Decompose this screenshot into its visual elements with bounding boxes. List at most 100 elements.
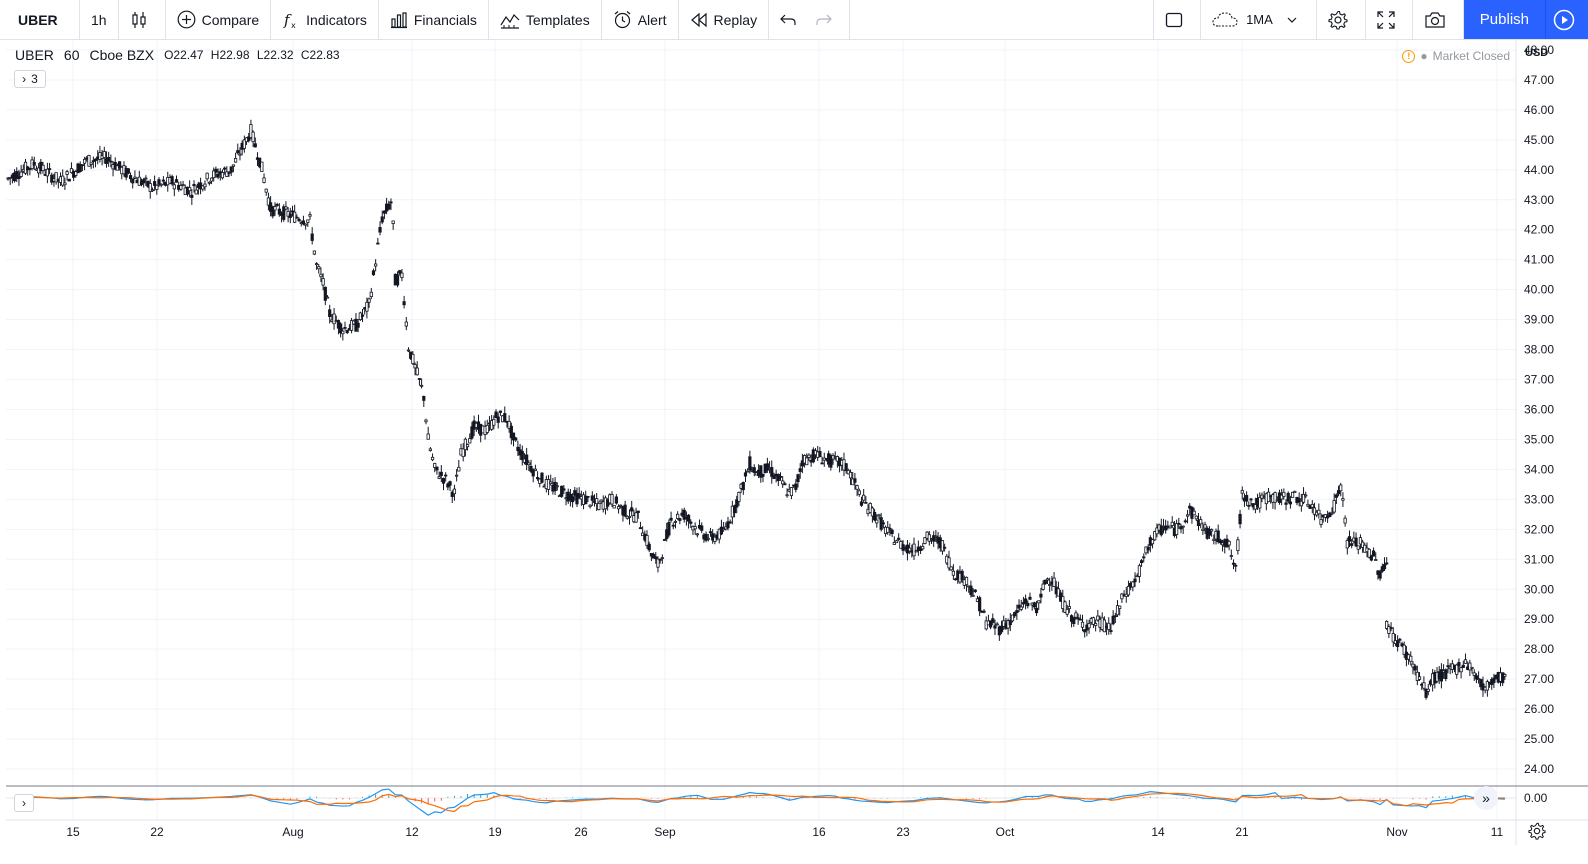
candle-body bbox=[209, 177, 214, 182]
price-tick-label: 41.00 bbox=[1524, 253, 1554, 267]
candle-body bbox=[437, 476, 441, 479]
candle-body bbox=[32, 162, 36, 166]
candle-body bbox=[1361, 541, 1365, 548]
financials-button[interactable]: Financials bbox=[379, 0, 489, 39]
candle-body bbox=[704, 533, 708, 541]
candle-body bbox=[461, 448, 465, 458]
candle-body bbox=[80, 164, 85, 167]
camera-icon bbox=[1425, 11, 1445, 28]
candle-body bbox=[1345, 540, 1349, 549]
candle-body bbox=[247, 136, 251, 142]
snapshot-button[interactable] bbox=[1413, 0, 1464, 39]
candle-body bbox=[894, 540, 899, 544]
candle-body bbox=[886, 527, 890, 533]
candle-body bbox=[630, 507, 634, 512]
fullscreen-box-button[interactable] bbox=[1154, 0, 1202, 39]
candle-body bbox=[728, 521, 732, 524]
candle-body bbox=[1247, 504, 1251, 507]
compare-label: Compare bbox=[201, 11, 260, 28]
interval-label: 1h bbox=[91, 11, 107, 28]
gear-icon[interactable] bbox=[1528, 822, 1546, 840]
candle-body bbox=[514, 437, 518, 441]
candle-body bbox=[69, 168, 74, 173]
candle-body bbox=[1463, 659, 1468, 664]
settings-button[interactable] bbox=[1317, 0, 1366, 39]
replay-button[interactable]: Replay bbox=[679, 0, 770, 39]
templates-button[interactable]: Templates bbox=[489, 0, 602, 39]
candle-body bbox=[341, 330, 345, 335]
legend-open: O22.47 bbox=[164, 48, 204, 62]
candle-body bbox=[1391, 633, 1395, 643]
candle-body bbox=[1008, 620, 1012, 626]
candle-body bbox=[398, 270, 402, 274]
candle-body bbox=[999, 625, 1004, 633]
candle-body bbox=[1115, 605, 1120, 616]
fullscreen-button[interactable] bbox=[1366, 0, 1413, 39]
candle-body bbox=[1015, 610, 1019, 613]
play-button[interactable] bbox=[1546, 0, 1588, 39]
candle-body bbox=[1378, 571, 1382, 579]
candle-body bbox=[273, 206, 277, 211]
market-status-label: Market Closed bbox=[1432, 49, 1510, 63]
candle-body bbox=[498, 410, 502, 413]
candle-body bbox=[783, 483, 787, 486]
candle-body bbox=[1201, 528, 1205, 531]
candle-body bbox=[345, 330, 349, 334]
scroll-to-realtime-button[interactable]: » bbox=[1474, 786, 1498, 810]
candle-body bbox=[1113, 615, 1117, 618]
candle-body bbox=[507, 420, 511, 429]
price-tick-label: 45.00 bbox=[1524, 133, 1554, 147]
macd-legend-toggle[interactable]: › bbox=[14, 794, 34, 812]
indicators-label: Indicators bbox=[306, 11, 367, 28]
candle-body bbox=[660, 557, 664, 560]
candle-body bbox=[1413, 665, 1417, 671]
candle-body bbox=[420, 384, 424, 387]
candle-body bbox=[951, 570, 955, 576]
candle-body bbox=[1409, 655, 1413, 662]
candle-body bbox=[1185, 514, 1190, 517]
candle-body bbox=[1177, 523, 1181, 525]
candle-body bbox=[465, 444, 470, 448]
candle-body bbox=[417, 378, 422, 380]
clock-warning-icon: ! bbox=[1402, 49, 1416, 63]
symbol-search-button[interactable]: UBER bbox=[0, 0, 80, 39]
publish-button[interactable]: Publish bbox=[1463, 0, 1546, 39]
square-icon bbox=[1165, 12, 1183, 27]
candle-body bbox=[496, 416, 500, 423]
undo-icon[interactable] bbox=[780, 13, 796, 27]
candle-body bbox=[142, 179, 146, 184]
candle-body bbox=[1422, 682, 1426, 689]
candle-body bbox=[562, 488, 566, 491]
time-tick-label: 14 bbox=[1151, 825, 1165, 839]
candle-body bbox=[492, 418, 496, 426]
candle-body bbox=[1236, 539, 1240, 551]
candle-body bbox=[610, 494, 614, 505]
layout-button[interactable]: 1MA bbox=[1201, 0, 1317, 39]
candle-body bbox=[1227, 540, 1231, 546]
candle-body bbox=[1131, 581, 1135, 588]
compare-button[interactable]: Compare bbox=[166, 0, 272, 39]
candle-body bbox=[1063, 601, 1067, 613]
alert-button[interactable]: Alert bbox=[602, 0, 679, 39]
candle-body bbox=[1137, 565, 1142, 577]
candle-body bbox=[1444, 669, 1448, 680]
candle-body bbox=[737, 491, 741, 502]
interval-button[interactable]: 1h bbox=[80, 0, 119, 39]
candle-body bbox=[1457, 662, 1461, 667]
candle-body bbox=[1212, 538, 1216, 541]
chart-style-button[interactable] bbox=[119, 0, 166, 39]
candle-body bbox=[468, 438, 472, 444]
redo-icon[interactable] bbox=[816, 13, 832, 27]
candle-body bbox=[1284, 502, 1288, 505]
candle-body bbox=[1258, 497, 1262, 509]
candle-body bbox=[378, 227, 382, 233]
time-tick-label: 23 bbox=[896, 825, 910, 839]
price-chart[interactable]: 24.0025.0026.0027.0028.0029.0030.0031.00… bbox=[6, 40, 1588, 864]
candle-body bbox=[1192, 510, 1196, 516]
candle-body bbox=[1417, 676, 1422, 680]
candle-body bbox=[590, 495, 594, 501]
indicators-collapse-toggle[interactable]: › 3 bbox=[14, 70, 46, 88]
candle-body bbox=[1343, 517, 1347, 524]
candle-body bbox=[761, 473, 765, 477]
